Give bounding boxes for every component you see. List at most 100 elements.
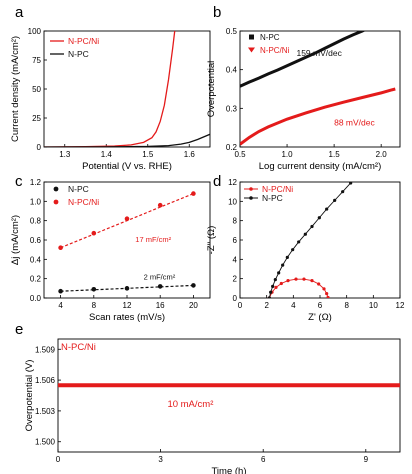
slope-annotation: 159 mV/dec [296,48,342,58]
data-point [157,202,163,208]
data-point [341,190,345,194]
y-tick-label: 0.8 [30,217,42,226]
y-axis-label: Overpotential (V) [24,360,35,432]
data-point [91,230,97,236]
y-tick-label: 0.5 [226,27,238,36]
x-tick-label: 1.6 [184,150,196,159]
data-point [277,271,281,275]
x-tick-label: 9 [364,455,369,464]
data-point [273,278,277,282]
x-axis-label: Scan rates (mV/s) [89,312,165,323]
y-tick-label: 8 [233,217,238,226]
y-tick-label: 25 [32,114,41,123]
panel-letter-b: b [213,4,221,21]
x-axis-label: Potential (V vs. RHE) [82,161,172,172]
legend-label: N-PC [260,33,280,42]
x-tick-label: 6 [318,301,323,310]
data-point [326,295,330,298]
series-points-n-pc [58,283,196,294]
y-axis-label: Current density (mA/cm²) [10,36,21,142]
data-point [269,290,273,294]
y-tick-label: 0.2 [30,275,42,284]
data-point [349,182,353,185]
x-tick-label: 1.5 [142,150,154,159]
x-tick-label: 2 [264,301,269,310]
data-point [317,282,321,286]
legend-label: N-PC/Ni [260,46,290,55]
y-tick-label: 0.4 [226,66,238,75]
x-tick-label: 10 [369,301,378,310]
series-line-n-pc [240,31,366,88]
series-points-n-pc [267,182,353,298]
y-tick-label: 75 [32,56,41,65]
legend-label: N-PC/Ni [68,197,99,207]
panel-letter-d: d [213,173,221,190]
y-axis-label: Δj (mA/cm²) [10,215,21,265]
data-point [91,287,97,292]
y-tick-label: 6 [233,236,238,245]
data-point [279,281,283,286]
data-point [191,283,196,288]
legend-marker [249,196,253,200]
data-point [317,216,321,220]
x-axis-label: Log current density (mA/cm²) [259,161,381,172]
series-line-n-pc [268,182,352,298]
series-line-n-pc [44,133,210,147]
x-tick-label: 12 [396,301,405,310]
y-tick-label: 0.2 [226,143,238,152]
data-point [124,216,130,222]
data-point [58,288,63,294]
legend-marker [53,186,59,192]
x-tick-label: 8 [344,301,349,310]
axes-frame-e [57,338,401,453]
x-tick-label: 2.0 [376,150,388,159]
data-point [322,287,326,291]
y-tick-label: 0.0 [30,294,42,303]
x-tick-label: 4 [291,301,296,310]
data-point [281,263,285,267]
legend-marker [249,34,254,40]
data-point [333,198,337,202]
data-point [274,285,278,289]
data-point [191,191,196,196]
data-point [302,277,306,281]
y-tick-label: 1.503 [35,407,56,416]
data-point [310,224,314,229]
y-tick-label: 0 [233,294,238,303]
legend-label: N-PC/Ni [262,184,293,194]
series-line-n-pc-ni [240,87,396,146]
legend-label: N-PC [68,184,89,194]
axes-frame-b [239,30,401,148]
y-tick-label: 50 [32,85,41,94]
x-axis-label: Z' (Ω) [308,312,332,323]
data-point [271,284,275,288]
x-tick-label: 0.5 [234,150,246,159]
data-point [157,284,163,289]
x-tick-label: 1.4 [101,150,113,159]
legend-label: N-PC [262,193,283,203]
panel-letter-e: e [15,321,23,338]
y-tick-label: 0.4 [30,255,42,264]
data-point [310,279,314,283]
current-density-annotation: 10 mA/cm² [167,399,213,410]
data-point [303,232,307,236]
y-tick-label: 1.509 [35,345,56,354]
series-line-n-pc-ni [268,278,329,298]
legend-marker [249,187,253,191]
sample-label: N-PC/Ni [61,342,96,353]
data-point [286,279,290,283]
data-point [267,296,271,298]
data-point [294,277,298,281]
legend-label: N-PC [68,49,89,59]
x-tick-label: 6 [261,455,266,464]
x-tick-label: 20 [189,301,198,310]
y-tick-label: 0.6 [30,236,42,245]
x-tick-label: 1.0 [281,150,293,159]
x-tick-label: 8 [92,301,97,310]
slope-annotation: 88 mV/dec [334,118,375,128]
x-tick-label: 0 [56,455,61,464]
data-point [325,292,329,296]
data-point [297,240,301,244]
y-tick-label: 1.500 [35,438,56,447]
